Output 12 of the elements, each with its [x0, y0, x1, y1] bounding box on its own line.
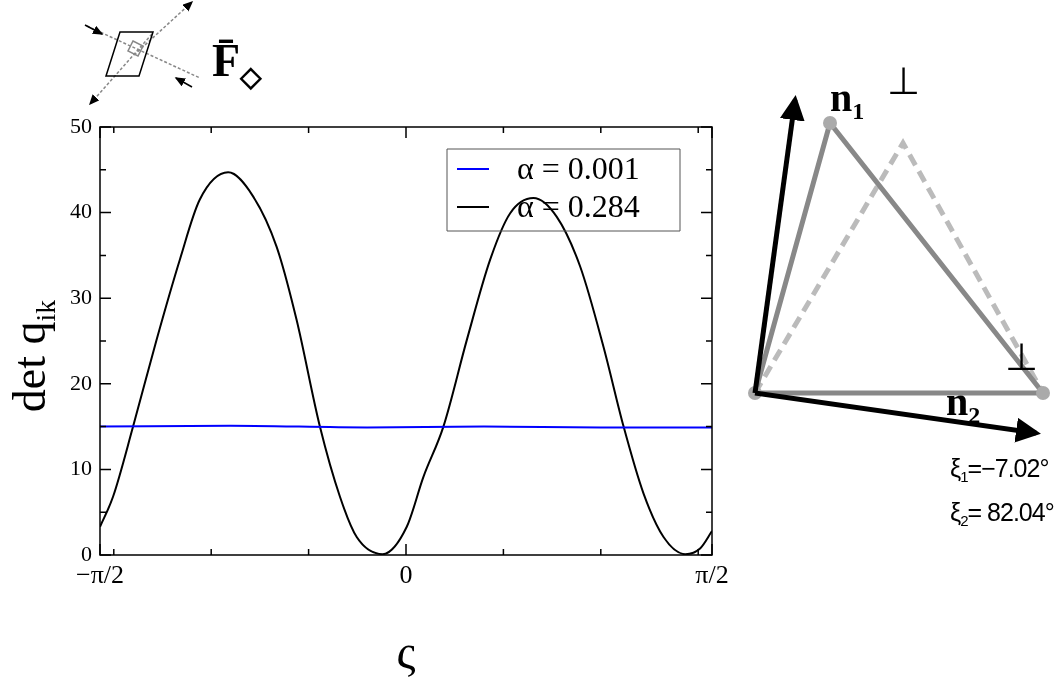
chart-title: F̄$_{◇}$	[212, 35, 263, 92]
y-tick-label: 10	[70, 455, 92, 481]
x-tick-label: 0	[399, 560, 413, 590]
text: ξ$_{2}$= 82.04°	[950, 498, 1054, 530]
y-tick-label: 30	[70, 283, 92, 309]
legend-label: α = 0.001	[517, 150, 640, 187]
y-tick-label: 50	[70, 112, 92, 138]
y-tick-label: 20	[70, 369, 92, 395]
text: ξ$_{1}$=−7.02°	[950, 454, 1049, 486]
y-tick-label: 40	[70, 198, 92, 224]
x-tick-label: π/2	[695, 560, 729, 590]
x-axis-title: ς	[396, 624, 416, 678]
